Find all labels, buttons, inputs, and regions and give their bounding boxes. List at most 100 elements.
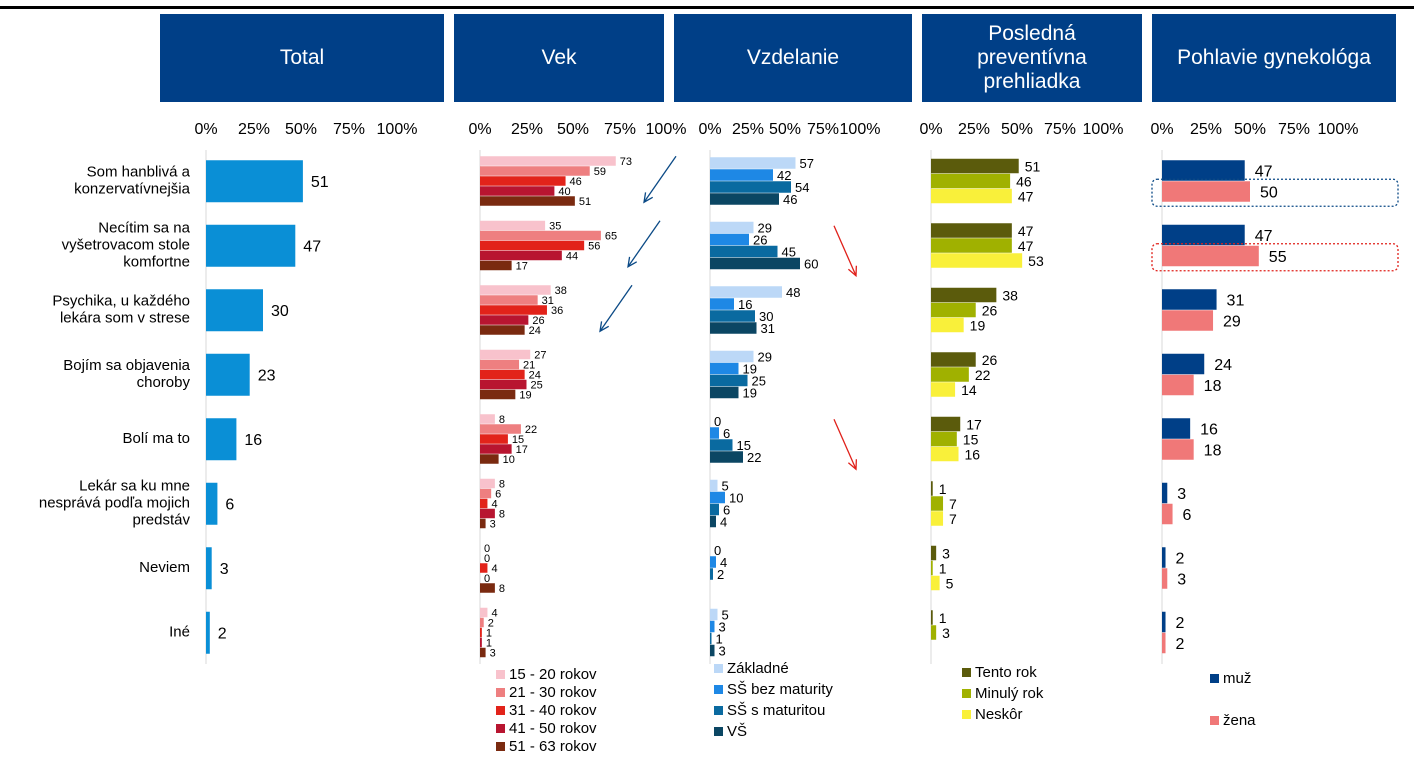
data-label: 3	[1177, 572, 1186, 589]
axis-tick-label: 0%	[1150, 121, 1173, 138]
bar	[710, 374, 748, 387]
data-label: 53	[1028, 253, 1044, 269]
bar	[710, 491, 725, 504]
data-label: 3	[220, 561, 229, 578]
bar	[710, 620, 715, 633]
data-label: 3	[942, 545, 950, 561]
data-label: 3	[942, 625, 950, 641]
data-label: 5	[946, 575, 954, 591]
bar	[480, 647, 486, 658]
data-label: 2	[1176, 636, 1185, 653]
data-label: 47	[1018, 223, 1034, 239]
bar	[480, 498, 488, 509]
data-label: 47	[1255, 228, 1273, 245]
data-label: 29	[758, 220, 772, 235]
category-label: Iné	[169, 624, 190, 641]
bar	[480, 285, 551, 295]
bar	[206, 224, 296, 267]
axis-tick-label: 25%	[238, 121, 270, 138]
axis-tick-label: 75%	[1044, 121, 1076, 138]
data-label: 38	[1002, 287, 1018, 303]
legend-swatch	[714, 685, 723, 694]
legend-label: 51 - 63 rokov	[509, 738, 597, 755]
bar	[931, 173, 1011, 189]
data-label: 55	[1269, 249, 1287, 266]
data-label: 46	[570, 176, 582, 188]
axis-tick-label: 100%	[1083, 121, 1124, 138]
trend-arrow	[627, 220, 661, 268]
data-label: 8	[499, 414, 505, 426]
bar	[480, 488, 492, 499]
legend-label: 41 - 50 rokov	[509, 720, 597, 737]
bar	[931, 496, 944, 511]
bar	[1162, 439, 1194, 460]
axis-tick-label: 50%	[769, 121, 801, 138]
bar	[710, 310, 755, 322]
data-label: 47	[303, 239, 321, 256]
data-label: 6	[1183, 507, 1192, 524]
category-label: Bolí ma to	[122, 430, 190, 447]
bar	[710, 439, 733, 451]
data-label: 46	[1016, 173, 1032, 189]
bar	[206, 482, 218, 525]
header-vek: Vek	[454, 14, 664, 102]
data-label: 1	[486, 628, 492, 640]
data-label: 56	[588, 241, 600, 253]
axis-tick-label: 0%	[919, 121, 942, 138]
data-label: 31	[761, 321, 775, 336]
data-label: 16	[244, 432, 262, 449]
axis-tick-label: 100%	[646, 121, 687, 138]
legend-label: muž	[1223, 670, 1251, 687]
trend-arrow	[643, 155, 677, 203]
bar	[480, 176, 566, 186]
bar	[1162, 353, 1205, 375]
data-label: 3	[719, 643, 726, 658]
trend-arrow-head	[847, 265, 858, 278]
trend-arrow	[833, 418, 857, 470]
bar	[1162, 611, 1166, 633]
bar	[931, 416, 961, 432]
data-label: 26	[982, 352, 998, 368]
data-label: 3	[719, 619, 726, 634]
data-label: 22	[525, 424, 537, 436]
bar	[931, 446, 959, 462]
data-label: 29	[1223, 314, 1241, 331]
bar	[480, 414, 495, 424]
data-label: 6	[225, 497, 234, 514]
category-label: komfortne	[123, 254, 190, 271]
data-label: 19	[519, 390, 531, 402]
bar	[710, 479, 718, 492]
data-label: 3	[1177, 486, 1186, 503]
category-label: Neviem	[139, 559, 190, 576]
data-label: 24	[1214, 357, 1232, 374]
data-label: 35	[549, 221, 561, 233]
data-label: 25	[752, 373, 766, 388]
data-label: 17	[516, 444, 528, 456]
trend-arrow	[599, 284, 633, 332]
data-label: 31	[542, 295, 554, 307]
axis-tick-label: 100%	[840, 121, 881, 138]
bar	[206, 418, 237, 461]
bar	[710, 556, 716, 568]
data-label: 5	[722, 478, 729, 493]
axis-tick-label: 50%	[1234, 121, 1266, 138]
bar	[480, 220, 546, 231]
category-label: predstáv	[132, 512, 190, 529]
trend-arrow	[833, 225, 857, 277]
data-label: 1	[939, 610, 947, 626]
highlight-box	[1151, 178, 1399, 207]
data-label: 8	[499, 583, 505, 595]
bar	[1162, 632, 1166, 654]
data-label: 7	[949, 511, 957, 527]
bar	[710, 257, 800, 270]
bar	[710, 245, 778, 258]
top-rule	[0, 6, 1414, 9]
legend-swatch	[496, 742, 505, 751]
header-pohlavie: Pohlavie gynekológa	[1152, 14, 1396, 102]
axis-tick-label: 25%	[511, 121, 543, 138]
bar	[710, 350, 754, 363]
bar	[206, 289, 263, 332]
bar	[480, 434, 508, 444]
bar	[710, 193, 779, 205]
